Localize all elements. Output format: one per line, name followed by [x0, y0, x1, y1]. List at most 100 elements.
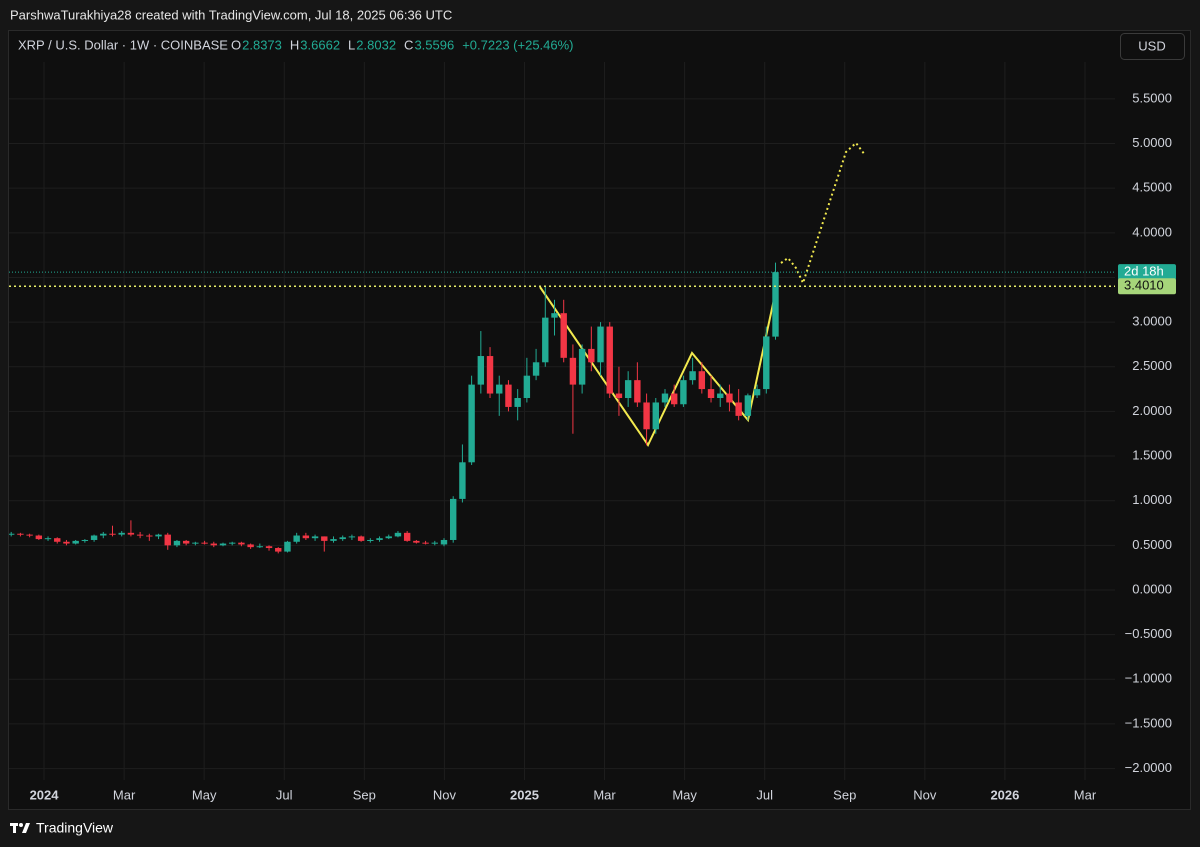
candle-body	[560, 313, 567, 358]
candle-body	[118, 532, 125, 535]
candle-body	[127, 532, 135, 535]
candle-body	[293, 535, 300, 542]
y-tick-label: 5.0000	[1132, 135, 1172, 150]
candle-body	[348, 536, 356, 538]
candle-body	[652, 402, 659, 430]
candle-body	[753, 389, 761, 396]
candle-body	[763, 336, 770, 390]
candle-body	[35, 535, 43, 540]
countdown-badge	[1118, 264, 1176, 281]
candle-body	[431, 542, 438, 544]
candle-body	[100, 533, 107, 536]
x-tick-label: 2025	[510, 787, 539, 802]
plot-area	[9, 141, 1115, 554]
candle-body	[505, 384, 512, 407]
candle-body	[532, 362, 540, 376]
level-label: 3.4010	[1124, 278, 1164, 293]
candle-body	[588, 348, 595, 363]
candle-body	[173, 540, 181, 546]
y-tick-label: −0.5000	[1125, 626, 1172, 641]
x-tick-label: Nov	[913, 787, 937, 802]
candle-body	[496, 384, 503, 394]
level-badge	[1118, 278, 1176, 295]
y-tick-label: 1.0000	[1132, 492, 1172, 507]
candle-body	[717, 393, 724, 399]
change: +0.7223 (+25.46%)	[462, 37, 573, 52]
candle-body	[615, 393, 623, 399]
countdown: 2d 18h	[1124, 264, 1164, 279]
candle-body	[606, 326, 613, 394]
candle-body	[155, 534, 162, 537]
candle-body	[422, 542, 429, 544]
y-tick-label: 5.5000	[1132, 90, 1172, 105]
candle-body	[90, 535, 98, 540]
candle-body	[146, 535, 153, 537]
ohlc-value: 2.8032	[356, 37, 396, 52]
candle-body	[72, 540, 79, 544]
brand: TradingView	[36, 820, 114, 836]
candle-body	[26, 534, 33, 536]
candle-body	[302, 535, 310, 539]
x-tick-label: Mar	[1074, 787, 1097, 802]
candle-body	[468, 384, 475, 463]
candle-body	[229, 542, 236, 544]
candle-body	[671, 393, 678, 405]
candle-body	[164, 534, 171, 546]
ohlc-value: 3.6662	[300, 37, 340, 52]
candle-body	[385, 536, 392, 539]
candle-body	[551, 313, 558, 318]
candle-body	[514, 398, 521, 407]
candle-body	[634, 380, 641, 403]
currency-button[interactable]	[1120, 33, 1185, 60]
candle-body	[219, 543, 227, 546]
logo	[10, 823, 30, 833]
x-tick-label: Nov	[433, 787, 457, 802]
y-tick-label: −1.5000	[1125, 715, 1172, 730]
x-tick-label: Sep	[833, 787, 856, 802]
candle-body	[661, 393, 669, 403]
candle-body	[707, 389, 715, 399]
candle-body	[643, 402, 650, 430]
x-tick-label: Mar	[113, 787, 136, 802]
x-tick-label: Jul	[756, 787, 773, 802]
y-tick-label: −1.0000	[1125, 671, 1172, 686]
ohlc-value: 3.5596	[414, 37, 454, 52]
ohlc-label: L	[348, 37, 355, 52]
axes: 5.50005.00004.50004.00003.50003.00002.50…	[30, 90, 1176, 802]
candle-body	[330, 539, 337, 541]
candle-body	[136, 534, 144, 536]
y-tick-label: −2.0000	[1125, 760, 1172, 775]
candle-body	[689, 371, 696, 381]
symbol: XRP / U.S. Dollar · 1W · COINBASE	[18, 37, 228, 52]
y-tick-label: 4.0000	[1132, 224, 1172, 239]
candle-body	[256, 546, 264, 548]
candle-body	[569, 357, 577, 385]
candle-body	[376, 538, 383, 540]
x-tick-label: Sep	[353, 787, 376, 802]
candle-body	[321, 536, 328, 541]
candle-body	[54, 538, 61, 542]
candle-body	[744, 395, 752, 416]
currency[interactable]: USD	[1138, 38, 1165, 53]
candle-body	[109, 533, 116, 535]
y-tick-label: 0.0000	[1132, 581, 1172, 596]
candle-body	[440, 539, 448, 545]
y-tick-label: 2.0000	[1132, 403, 1172, 418]
candle-body	[275, 548, 282, 552]
candle-body	[247, 544, 254, 548]
x-tick-label: Jul	[276, 787, 293, 802]
candle-body	[413, 540, 420, 543]
ohlc-label: H	[290, 37, 299, 52]
candle-body	[680, 380, 687, 405]
candle-body	[523, 375, 531, 399]
candle-body	[311, 536, 319, 539]
candle-body	[394, 532, 402, 537]
y-tick-label: 3.0000	[1132, 314, 1172, 329]
candle-body	[450, 498, 457, 540]
candle-body	[210, 543, 217, 546]
y-tick-label: 0.5000	[1132, 537, 1172, 552]
candle-body	[459, 462, 466, 499]
candle-body	[63, 541, 70, 544]
candle-body	[265, 546, 273, 549]
candle-body	[477, 356, 485, 385]
